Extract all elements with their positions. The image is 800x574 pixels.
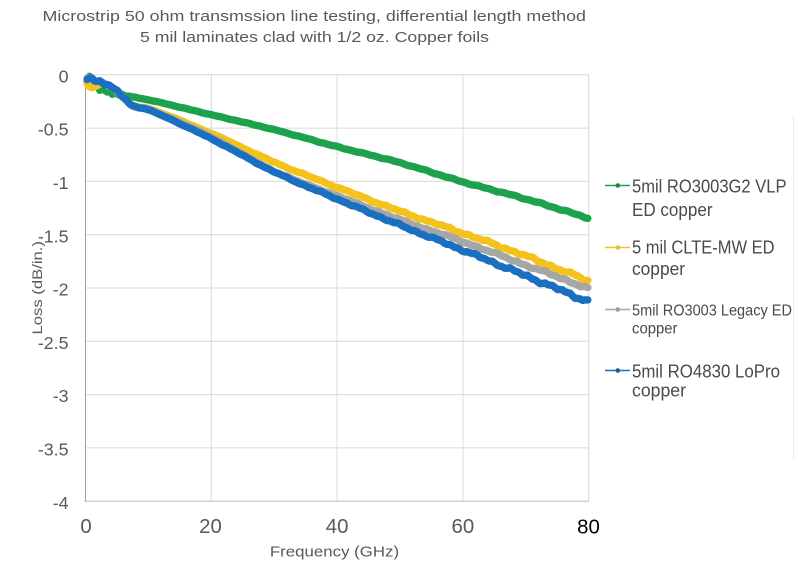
svg-text:60: 60 — [452, 516, 475, 538]
svg-text:40: 40 — [326, 516, 349, 538]
svg-text:Microstrip 50 ohm transmssion: Microstrip 50 ohm transmssion line testi… — [43, 9, 587, 25]
svg-text:ED copper: ED copper — [632, 200, 713, 220]
svg-text:Loss (dB/in.): Loss (dB/in.) — [29, 241, 45, 335]
svg-text:0: 0 — [80, 516, 91, 538]
svg-text:0: 0 — [59, 66, 69, 86]
svg-text:-3: -3 — [53, 386, 69, 406]
svg-text:-4: -4 — [53, 493, 69, 513]
svg-text:5mil RO3003 Legacy ED: 5mil RO3003 Legacy ED — [632, 303, 792, 320]
svg-text:5 mil CLTE-MW ED: 5 mil CLTE-MW ED — [632, 238, 775, 258]
svg-text:copper: copper — [632, 321, 678, 338]
svg-text:80: 80 — [577, 517, 600, 539]
svg-text:-0.5: -0.5 — [38, 120, 69, 140]
svg-text:20: 20 — [199, 516, 222, 538]
svg-text:copper: copper — [632, 259, 685, 279]
svg-text:-2.5: -2.5 — [38, 333, 69, 353]
svg-text:5mil RO4830 LoPro: 5mil RO4830 LoPro — [632, 362, 780, 382]
svg-text:copper: copper — [632, 381, 686, 401]
svg-text:-3.5: -3.5 — [38, 440, 69, 460]
svg-text:-2: -2 — [53, 280, 69, 300]
svg-text:5 mil laminates clad with 1/2: 5 mil laminates clad with 1/2 oz. Copper… — [140, 30, 489, 46]
svg-text:5mil RO3003G2 VLP: 5mil RO3003G2 VLP — [632, 177, 787, 197]
svg-text:-1.5: -1.5 — [38, 226, 69, 246]
svg-text:Frequency (GHz): Frequency (GHz) — [270, 545, 399, 561]
svg-text:-1: -1 — [53, 173, 69, 193]
